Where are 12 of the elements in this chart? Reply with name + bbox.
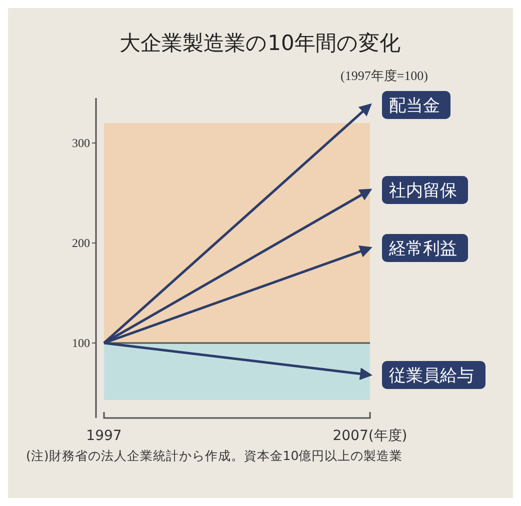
chart-title: 大企業製造業の10年間の変化 (120, 31, 400, 55)
series-label: 経常利益 (388, 239, 457, 259)
series-label: 配当金 (389, 96, 440, 116)
x-tick-label: 2007(年度) (332, 428, 408, 444)
text: (注)財務省の法人企業統計から作成。資本金10億円以上の製造業 (26, 448, 403, 463)
x-tick-label: 1997 (86, 428, 122, 444)
y-tick-label: 100 (72, 336, 90, 350)
y-tick-label: 200 (72, 236, 90, 250)
series-label: 社内留保 (389, 181, 457, 201)
series-label: 従業員給与 (389, 366, 474, 386)
y-tick-label: 300 (72, 136, 90, 150)
chart-subtitle: (1997年度=100) (340, 68, 428, 83)
